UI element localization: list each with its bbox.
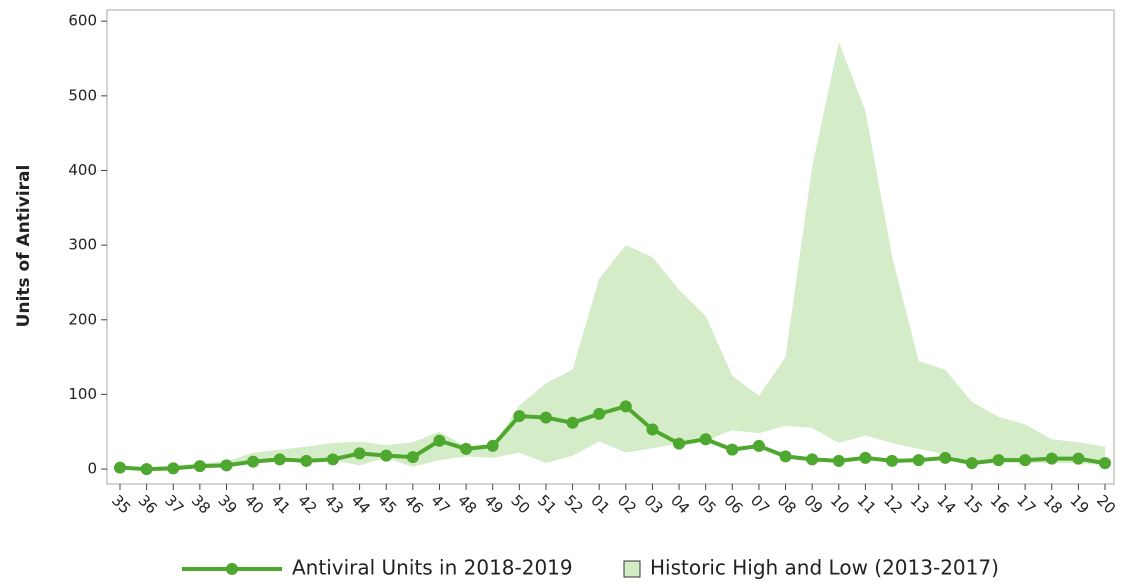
point <box>619 400 632 413</box>
x-tick-label: 37 <box>161 491 187 517</box>
x-tick-label: 11 <box>853 491 879 517</box>
point <box>699 433 712 446</box>
plot-frame <box>106 9 1115 485</box>
x-tick-label: 16 <box>987 491 1013 517</box>
point <box>673 437 686 450</box>
point <box>167 462 180 475</box>
point <box>140 463 153 476</box>
point <box>1019 454 1032 467</box>
x-tick-label: 47 <box>427 491 453 517</box>
point <box>353 447 366 460</box>
x-tick-label: 50 <box>507 491 533 517</box>
y-axis-title: Units of Antiviral <box>14 165 34 328</box>
y-tick-label: 300 <box>68 236 97 254</box>
point <box>593 407 606 420</box>
point <box>406 451 419 464</box>
x-tick-label: 13 <box>907 491 933 517</box>
x-tick-label: 01 <box>587 491 613 517</box>
point <box>273 453 286 466</box>
x-tick-label: 12 <box>880 491 906 517</box>
x-tick-label: 06 <box>720 491 746 517</box>
point <box>965 457 978 470</box>
point <box>939 451 952 464</box>
point <box>300 454 313 467</box>
point <box>806 453 819 466</box>
x-tick-label: 18 <box>1040 491 1066 517</box>
point <box>513 410 526 423</box>
x-tick-label: 43 <box>321 491 347 517</box>
point <box>193 460 206 473</box>
x-tick-label: 15 <box>960 491 986 517</box>
legend-label: Antiviral Units in 2018-2019 <box>292 556 573 580</box>
legend-marker <box>226 563 238 575</box>
point <box>752 439 765 452</box>
legend-swatch <box>623 560 641 578</box>
x-tick-label: 09 <box>800 491 826 517</box>
point <box>992 454 1005 467</box>
point <box>380 449 393 462</box>
x-tick-label: 05 <box>694 491 720 517</box>
point <box>859 451 872 464</box>
point <box>460 442 473 455</box>
point <box>220 459 233 472</box>
x-tick-label: 04 <box>667 491 693 517</box>
x-tick-label: 19 <box>1066 491 1092 517</box>
x-tick-label: 35 <box>108 491 134 517</box>
point <box>726 443 739 456</box>
point <box>832 454 845 467</box>
x-tick-label: 48 <box>454 491 480 517</box>
x-tick-label: 02 <box>614 491 640 517</box>
y-tick-label: 500 <box>68 86 97 104</box>
y-tick-label: 600 <box>68 12 97 30</box>
y-tick-label: 0 <box>87 460 97 478</box>
point <box>1045 452 1058 465</box>
point <box>646 423 659 436</box>
x-tick-label: 52 <box>561 491 587 517</box>
y-tick-label: 100 <box>68 385 97 403</box>
x-tick-label: 39 <box>214 491 240 517</box>
x-tick-label: 14 <box>933 491 959 517</box>
x-tick-label: 51 <box>534 491 560 517</box>
x-tick-label: 20 <box>1093 491 1119 517</box>
x-tick-label: 40 <box>241 491 267 517</box>
point <box>486 439 499 452</box>
point <box>566 416 579 429</box>
point <box>779 450 792 463</box>
range-band <box>120 42 1105 470</box>
legend-label: Historic High and Low (2013-2017) <box>650 556 999 580</box>
point <box>326 453 339 466</box>
x-tick-label: 03 <box>640 491 666 517</box>
point <box>433 434 446 447</box>
point <box>539 411 552 424</box>
x-tick-label: 49 <box>481 491 507 517</box>
x-tick-label: 38 <box>188 491 214 517</box>
y-tick-label: 200 <box>68 310 97 328</box>
point <box>114 461 126 474</box>
point <box>912 454 925 467</box>
x-tick-label: 42 <box>294 491 320 517</box>
x-tick-label: 44 <box>348 491 374 517</box>
point <box>1072 452 1085 465</box>
x-tick-label: 45 <box>374 491 400 517</box>
point <box>247 455 260 468</box>
x-tick-label: 41 <box>268 491 294 517</box>
x-tick-label: 46 <box>401 491 427 517</box>
point <box>886 454 899 467</box>
x-tick-label: 36 <box>135 491 161 517</box>
point <box>1099 457 1111 470</box>
x-tick-label: 10 <box>827 491 853 517</box>
x-tick-label: 08 <box>774 491 800 517</box>
y-tick-label: 400 <box>68 161 97 179</box>
x-tick-label: 07 <box>747 491 773 517</box>
x-tick-label: 17 <box>1013 491 1039 517</box>
